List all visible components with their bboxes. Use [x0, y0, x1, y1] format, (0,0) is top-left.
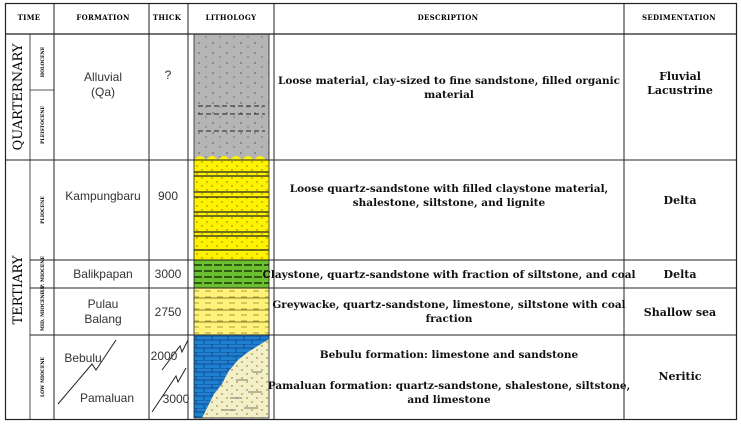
thick-zigzag-contact-upper [161, 339, 189, 371]
lithology-pamaluan-grains [202, 339, 269, 418]
table-header: TIME FORMATION THICK LITHOLOGY DESCRIPTI… [18, 13, 716, 22]
header-sedimentation: SEDIMENTATION [642, 13, 716, 22]
formation-alluvial-line2: (Qa) [91, 85, 115, 99]
sedimentation-pulau-balang: Shallow sea [644, 306, 716, 319]
formation-balikpapan: Balikpapan [73, 267, 132, 281]
formation-zigzag-contact [57, 339, 117, 405]
epoch-up-miocene-text: UP. MIOCENE [40, 256, 46, 292]
epoch-pleistocene: PLEISTOCENE [40, 106, 46, 144]
description-bebulu: Bebulu formation: limestone and sandston… [320, 349, 579, 361]
sedimentation-neritic: Neritic [659, 370, 702, 383]
formation-pamaluan: Pamaluan [80, 391, 134, 405]
formation-bebulu: Bebulu [64, 351, 101, 365]
table-grid [4, 2, 738, 421]
era-quaternary: QUARTERNARY [11, 43, 26, 150]
description-kampungbaru-line1: Loose quartz-sandstone with filled clays… [290, 183, 608, 195]
formation-alluvial-line1: Alluvial [84, 70, 122, 84]
header-formation: FORMATION [76, 13, 130, 22]
description-alluvial-line1: Loose material, clay-sized to fine sands… [278, 75, 620, 87]
sedimentation-balikpapan: Delta [664, 268, 697, 281]
formation-pulau-balang-line1: Pulau [88, 297, 119, 311]
row-kampungbaru: Kampungbaru 900 Loose quartz-sandstone w… [65, 183, 696, 209]
sedimentation-alluvial-line2: Lacustrine [647, 84, 713, 97]
sedimentation-alluvial-line1: Fluvial [659, 70, 701, 83]
thick-balikpapan: 3000 [155, 267, 182, 281]
description-balikpapan: Claystone, quartz-sandstone with fractio… [262, 269, 635, 281]
header-time: TIME [18, 13, 41, 22]
thick-alluvial: ? [165, 68, 172, 82]
formation-kampungbaru: Kampungbaru [65, 189, 140, 203]
lithology-pulau-balang-pattern [194, 288, 269, 335]
row-bebulu-pamaluan: Bebulu Pamaluan 2000 3000 Bebulu formati… [57, 339, 702, 413]
thick-pamaluan: 3000 [163, 392, 190, 406]
row-balikpapan: Balikpapan 3000 Claystone, quartz-sandst… [73, 267, 696, 281]
lithology-kampungbaru-beds [194, 171, 269, 251]
lithology-balikpapan-beds [194, 264, 269, 284]
thick-zigzag-contact [151, 367, 187, 413]
thick-pulau-balang: 2750 [155, 305, 182, 319]
thick-kampungbaru: 900 [158, 189, 178, 203]
header-thick: THICK [153, 13, 182, 22]
epoch-holocene: HOLOCENE [40, 46, 46, 77]
formation-pulau-balang-line2: Balang [84, 312, 121, 326]
description-pamaluan-line2: and limestone [407, 394, 491, 406]
lithology-pamaluan-dashes [222, 371, 262, 411]
lithology-column [194, 34, 269, 418]
header-description: DESCRIPTION [418, 13, 479, 22]
lithology-balikpapan [194, 260, 269, 288]
thick-bebulu: 2000 [151, 349, 178, 363]
description-kampungbaru-line2: shalestone, siltstone, and lignite [353, 197, 546, 209]
era-tertiary: TERTIARY [11, 255, 26, 324]
lithology-pulau-balang-beds [194, 297, 269, 323]
sedimentation-kampungbaru: Delta [664, 194, 697, 207]
description-alluvial-line2: material [424, 89, 474, 101]
lithology-alluvial-dashes [198, 105, 265, 132]
epoch-low-miocene: LOW MIOCENE [40, 356, 46, 397]
epoch-pliocene: PLIOCENE [40, 196, 46, 224]
lithology-kampungbaru-grains [194, 160, 269, 260]
description-pamaluan-line1: Pamaluan formation: quartz-sandstone, sh… [268, 380, 630, 392]
description-pulau-balang-line2: fraction [426, 313, 473, 325]
row-alluvial: Alluvial (Qa) ? Loose material, clay-siz… [84, 68, 713, 101]
lithology-alluvial-grains [194, 34, 269, 160]
epoch-up-miocene: UP. MIOCENE [40, 256, 46, 292]
epoch-mid-miocene: MID. MIOCENE [40, 290, 46, 331]
row-pulau-balang: Pulau Balang 2750 Greywacke, quartz-sand… [84, 297, 716, 326]
header-lithology: LITHOLOGY [206, 13, 258, 22]
description-pulau-balang-line1: Greywacke, quartz-sandstone, limestone, … [272, 299, 625, 311]
